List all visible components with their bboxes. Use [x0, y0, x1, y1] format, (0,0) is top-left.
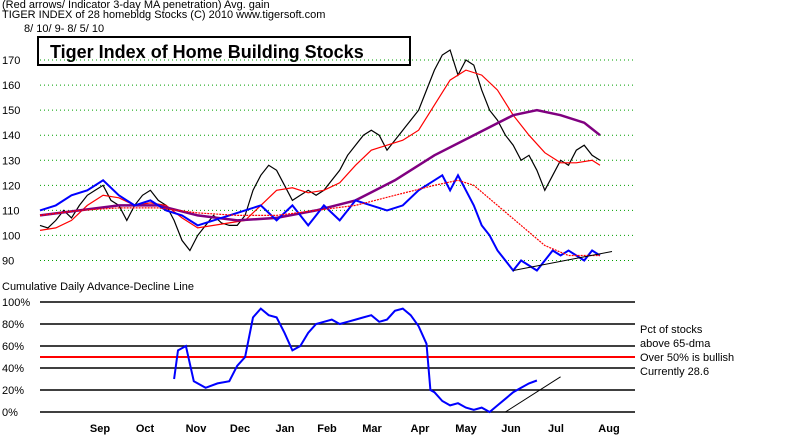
month-label: Jul [548, 423, 564, 435]
lower-y-tick-label: 100% [2, 297, 30, 309]
upper-series [39, 49, 613, 273]
annotation-4: Currently 28.6 [640, 366, 709, 378]
series-pct_above_65dma [173, 307, 538, 414]
month-label: Feb [317, 423, 337, 435]
month-label: Apr [411, 423, 431, 435]
chart-title: Tiger Index of Home Building Stocks [50, 42, 364, 62]
upper-y-tick-label: 110 [2, 205, 20, 217]
month-label: Oct [136, 423, 155, 435]
lower-y-tick-label: 80% [2, 319, 24, 331]
lower-y-tick-label: 20% [2, 385, 24, 397]
month-label: Aug [598, 423, 619, 435]
upper-y-tick-label: 170 [2, 55, 20, 67]
trendline-lower [505, 376, 561, 413]
upper-y-tick-label: 100 [2, 230, 20, 242]
lower-panel: 100% 80% 60% 40% 20% 0% Pct of stocks above 6… [2, 297, 734, 419]
header-line-1: TIGER INDEX of 28 homebldg Stocks (C) 20… [2, 9, 325, 21]
series-rs_blue [39, 173, 601, 273]
lower-panel-title: Cumulative Daily Advance-Decline Line [2, 281, 194, 293]
trendline-upper [513, 250, 613, 271]
header-line-2: 8/ 10/ 9- 8/ 5/ 10 [24, 23, 104, 35]
annotation-3: Over 50% is bullish [640, 352, 734, 364]
lower-axes: 100% 80% 60% 40% 20% 0% [2, 297, 635, 419]
lower-y-tick-label: 0% [2, 407, 18, 419]
series-rs_ma [39, 179, 600, 257]
month-axis: Sep Oct Nov Dec Jan Feb Mar Apr May Jun Jul Aug [90, 423, 620, 435]
annotation-1: Pct of stocks [640, 324, 703, 336]
month-label: Dec [230, 423, 250, 435]
month-label: May [455, 423, 477, 435]
header-line-0: (Red arrows/ Indicator 3-day MA penetrat… [2, 0, 270, 11]
lower-y-tick-label: 40% [2, 363, 24, 375]
month-label: Mar [362, 423, 382, 435]
upper-y-tick-label: 140 [2, 130, 20, 142]
lower-y-tick-label: 60% [2, 341, 24, 353]
lower-series [173, 307, 561, 414]
month-label: Jan [276, 423, 295, 435]
upper-y-tick-label: 90 [2, 255, 14, 267]
upper-y-tick-label: 160 [2, 80, 20, 92]
annotation-2: above 65-dma [640, 338, 711, 350]
series-ma_long [39, 108, 601, 222]
upper-axes: 90 100 110 120 130 140 150 160 170 [2, 55, 635, 267]
month-label: Nov [186, 423, 208, 435]
month-label: Jun [501, 423, 521, 435]
month-label: Sep [90, 423, 110, 435]
upper-y-tick-label: 150 [2, 105, 20, 117]
upper-y-tick-label: 130 [2, 155, 20, 167]
upper-panel: Tiger Index of Home Building Stocks 90 10… [2, 36, 635, 273]
upper-y-tick-label: 120 [2, 180, 20, 192]
